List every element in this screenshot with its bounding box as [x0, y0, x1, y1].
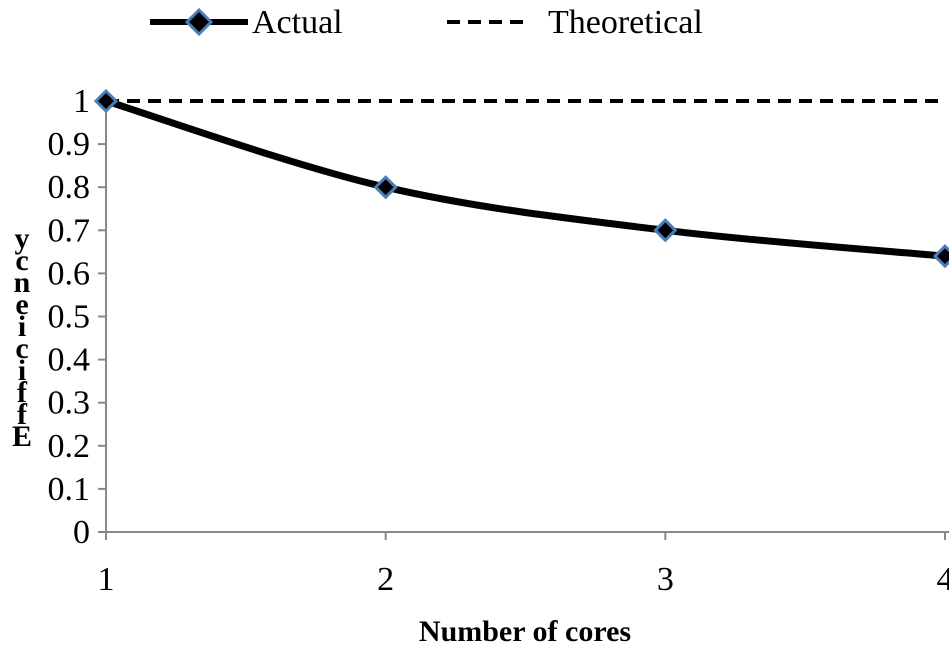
- y-tick-label: 0.3: [48, 385, 91, 422]
- y-axis-title-letter: f: [17, 398, 28, 431]
- legend-label-actual: Actual: [252, 4, 343, 41]
- legend: Actual Theoretical: [150, 4, 703, 41]
- y-axis-title-letter: f: [17, 376, 28, 409]
- y-axis-title-letter: i: [18, 310, 26, 343]
- x-tick-label: 3: [657, 561, 674, 598]
- y-tick-label: 0: [73, 514, 90, 551]
- y-tick-label: 0.1: [48, 471, 91, 508]
- data-point-actual: [653, 218, 678, 243]
- y-axis-title-letter: n: [14, 266, 31, 299]
- legend-label-theoretical: Theoretical: [548, 4, 703, 41]
- axes: [105, 97, 949, 533]
- y-tick-label: 1: [73, 83, 90, 120]
- x-tick-label: 1: [98, 561, 115, 598]
- data-point-actual: [373, 175, 398, 200]
- series-layer: [104, 97, 946, 260]
- x-tick-label: 2: [377, 561, 394, 598]
- y-axis-title-letter: c: [15, 332, 28, 365]
- y-tick-label: 0.7: [48, 212, 91, 249]
- y-tick-label: 0.2: [48, 428, 91, 465]
- markers-layer: [93, 88, 949, 269]
- y-tick-label: 0.9: [48, 126, 91, 163]
- data-point-actual: [93, 88, 119, 114]
- x-tick-label: 4: [937, 561, 949, 598]
- y-axis-title-letter: e: [15, 288, 28, 321]
- y-axis-title-letter: y: [15, 222, 30, 255]
- x-axis-title: Number of cores: [419, 615, 631, 646]
- legend-marker-actual: [184, 7, 214, 37]
- y-tick-label: 0.8: [48, 169, 91, 206]
- series-line-actual: [104, 97, 946, 260]
- y-tick-label: 0.5: [48, 299, 91, 336]
- y-axis-title-letter: i: [18, 354, 26, 387]
- y-tick-label: 0.4: [48, 342, 91, 379]
- x-axis-ticks: 1 2 3 4: [98, 532, 949, 598]
- y-tick-label: 0.6: [48, 255, 91, 292]
- y-axis-title-letter: c: [15, 244, 28, 277]
- y-axis-ticks: 0 0.1 0.2 0.3 0.4 0.5 0.6 0.7 0.8 0.9 1: [48, 83, 106, 551]
- data-point-actual: [932, 244, 949, 269]
- y-axis-title-letter: E: [12, 420, 32, 453]
